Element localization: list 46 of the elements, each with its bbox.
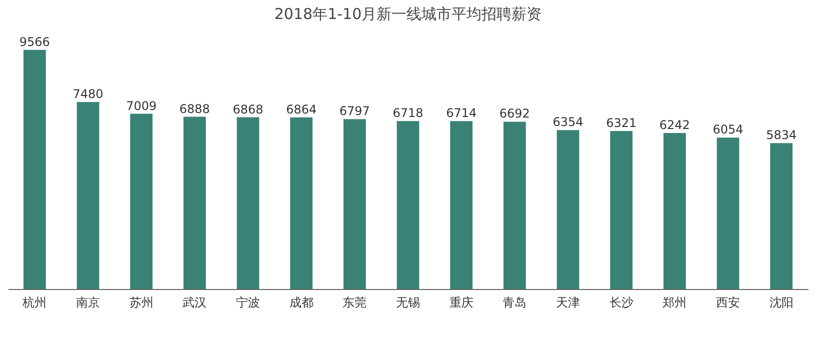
bar [450,121,473,289]
bar [236,117,260,289]
data-label: 6321 [606,116,637,130]
data-label: 6242 [659,118,690,132]
data-label: 6354 [552,115,584,130]
data-label: 6054 [712,122,744,137]
data-label: 6692 [499,106,530,121]
bar [396,121,420,289]
data-label: 6714 [446,106,477,120]
chart-title: 2018年1-10月新一线城市平均招聘薪资 [274,4,542,23]
bar [663,132,686,289]
x-tick-label: 无锡 [396,296,420,310]
x-tick-label: 天津 [556,296,580,310]
x-tick-label: 南京 [76,296,100,310]
x-tick-label: 武汉 [182,296,207,310]
data-label: 6868 [232,102,264,116]
bar [503,122,526,289]
data-label: 6797 [339,104,370,118]
x-tick-label: 青岛 [502,296,527,310]
x-tick-label: 西安 [716,296,740,310]
data-label: 6888 [179,102,210,116]
x-tick-label: 苏州 [129,296,154,310]
data-label: 7009 [126,98,157,113]
bar [183,116,206,289]
x-tick-label: 郑州 [662,296,687,310]
bar [556,130,580,289]
bar [76,102,100,289]
data-label: 6718 [392,106,424,120]
data-label: 6864 [286,102,317,116]
bar [23,50,46,289]
x-tick-label: 成都 [289,296,314,310]
x-tick-label: 重庆 [449,296,474,310]
bar [290,117,313,289]
data-label: 5834 [766,128,797,142]
bar [716,138,740,289]
data-label: 7480 [72,87,104,101]
x-tick-label: 沈阳 [769,296,794,310]
x-tick-label: 宁波 [236,296,260,310]
data-label: 9566 [19,34,50,49]
bar [770,143,793,289]
x-tick-label: 长沙 [609,296,634,310]
x-tick-label: 杭州 [22,296,47,310]
x-tick-label: 东莞 [342,296,367,310]
bar [130,114,153,289]
bar [343,119,366,289]
bar [610,130,633,289]
